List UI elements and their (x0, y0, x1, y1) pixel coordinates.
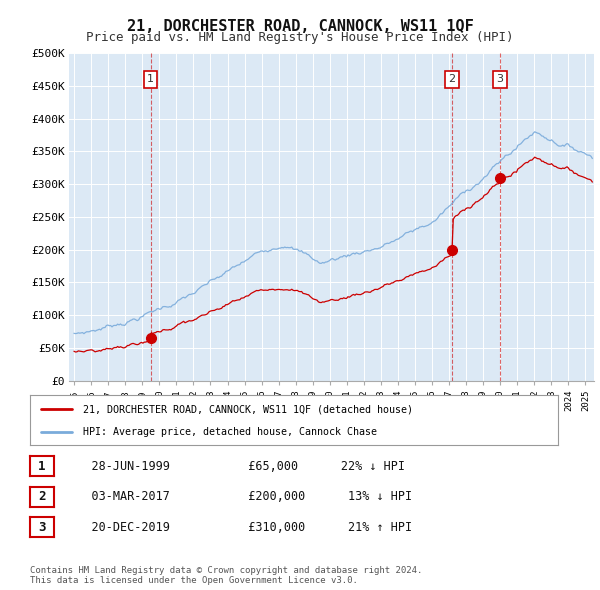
Text: 1: 1 (147, 74, 154, 84)
Text: HPI: Average price, detached house, Cannock Chase: HPI: Average price, detached house, Cann… (83, 427, 377, 437)
Text: 21, DORCHESTER ROAD, CANNOCK, WS11 1QF (detached house): 21, DORCHESTER ROAD, CANNOCK, WS11 1QF (… (83, 404, 413, 414)
Text: 20-DEC-2019           £310,000      21% ↑ HPI: 20-DEC-2019 £310,000 21% ↑ HPI (63, 521, 412, 534)
Text: Price paid vs. HM Land Registry's House Price Index (HPI): Price paid vs. HM Land Registry's House … (86, 31, 514, 44)
Text: 03-MAR-2017           £200,000      13% ↓ HPI: 03-MAR-2017 £200,000 13% ↓ HPI (63, 490, 412, 503)
Text: 1: 1 (38, 460, 46, 473)
Text: 2: 2 (448, 74, 455, 84)
Text: 3: 3 (38, 521, 46, 534)
Text: 3: 3 (496, 74, 503, 84)
Text: Contains HM Land Registry data © Crown copyright and database right 2024.
This d: Contains HM Land Registry data © Crown c… (30, 566, 422, 585)
Text: 28-JUN-1999           £65,000      22% ↓ HPI: 28-JUN-1999 £65,000 22% ↓ HPI (63, 460, 405, 473)
Text: 21, DORCHESTER ROAD, CANNOCK, WS11 1QF: 21, DORCHESTER ROAD, CANNOCK, WS11 1QF (127, 19, 473, 34)
Text: 2: 2 (38, 490, 46, 503)
